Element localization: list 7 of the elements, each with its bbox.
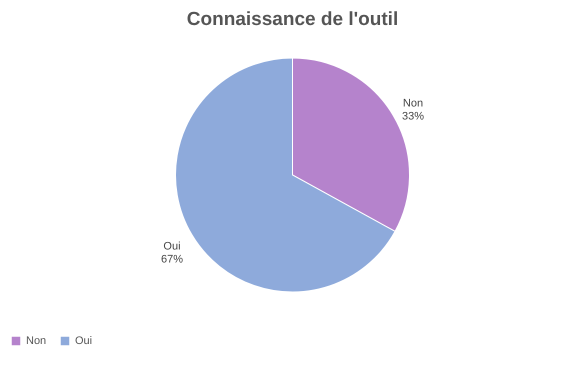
- legend-label: Non: [26, 335, 46, 347]
- slice-label: Non: [402, 98, 424, 110]
- legend-label: Oui: [75, 335, 92, 347]
- data-label: 67%: [160, 253, 184, 266]
- chart-title: Connaissance de l'outil: [186, 9, 398, 30]
- slice-label: Oui: [163, 240, 181, 252]
- data-label: 33%: [402, 110, 424, 123]
